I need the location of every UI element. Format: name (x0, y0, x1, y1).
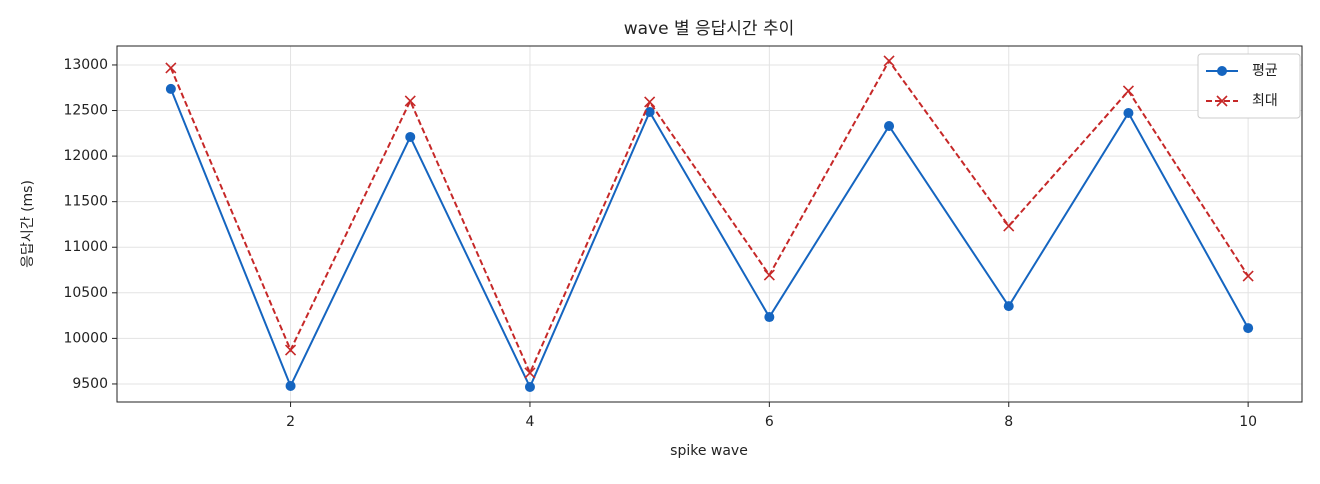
legend-marker (1217, 66, 1227, 76)
point (1123, 107, 1134, 118)
y-tick-label: 12500 (63, 103, 108, 119)
point (1122, 85, 1135, 97)
point (405, 131, 416, 142)
point (404, 95, 416, 107)
legend-label: 평균 (1252, 63, 1278, 79)
y-axis-label: 응답시간 (ms) (20, 180, 36, 268)
y-tick-label: 9500 (72, 376, 108, 392)
point (763, 269, 775, 281)
x-tick-label: 8 (1004, 414, 1013, 430)
point (1242, 270, 1254, 282)
x-tick-label: 6 (765, 414, 774, 430)
legend-marker (1216, 95, 1228, 107)
y-tick-label: 10000 (63, 330, 108, 346)
y-tick-label: 13000 (63, 57, 108, 73)
point (1243, 323, 1254, 334)
series-line (169, 88, 1250, 390)
point (884, 121, 895, 132)
point (165, 62, 177, 74)
point (165, 83, 176, 94)
point (284, 344, 297, 356)
x-tick-label: 2 (286, 414, 295, 430)
chart-title: wave 별 응답시간 추이 (624, 19, 795, 39)
point (524, 381, 535, 392)
plot-frame (116, 45, 1303, 403)
legend-box (1197, 53, 1301, 119)
y-tick-label: 12000 (63, 148, 108, 164)
point (883, 55, 895, 67)
legend-label: 최대 (1252, 93, 1278, 109)
point (524, 367, 536, 379)
y-tick-label: 11000 (63, 239, 108, 255)
series-line (169, 59, 1249, 376)
x-tick-label: 4 (525, 414, 534, 430)
point (764, 312, 775, 323)
point (644, 96, 656, 108)
y-tick-label: 10500 (63, 285, 108, 301)
point (285, 380, 296, 391)
x-tick-label: 10 (1239, 414, 1257, 430)
point (1003, 301, 1014, 312)
point (644, 106, 655, 117)
point (1003, 220, 1015, 232)
y-tick-label: 11500 (63, 194, 108, 210)
x-axis-label: spike wave (670, 443, 748, 459)
